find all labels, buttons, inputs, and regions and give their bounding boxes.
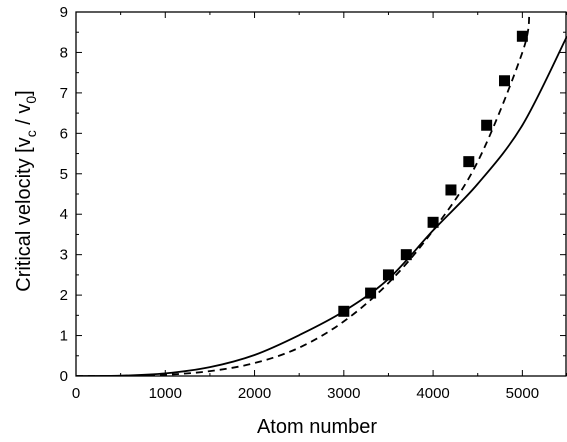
x-axis: 0 1000 2000 3000 4000 5000 — [72, 12, 567, 402]
y-axis-title-prefix: Critical velocity [v — [13, 137, 35, 291]
plot-border — [75, 11, 567, 377]
y-tick-label: 3 — [60, 247, 68, 264]
y-tick-label: 2 — [60, 287, 68, 304]
data-point — [400, 249, 412, 261]
plot-area — [76, 12, 567, 376]
data-point — [382, 269, 394, 281]
data-point — [481, 119, 493, 131]
x-tick-label: 5000 — [506, 385, 539, 402]
y-axis-title: Critical velocity [vc / v0] — [13, 90, 39, 292]
plot-frame — [75, 11, 567, 377]
data-point — [427, 216, 439, 228]
y-axis-title-middle: / v — [13, 104, 35, 131]
y-tick-label: 1 — [60, 328, 68, 345]
y-tick-label: 9 — [60, 4, 68, 21]
data-point — [499, 75, 511, 87]
y-tick-label: 5 — [60, 166, 68, 183]
data-point — [445, 184, 457, 196]
solid-fit-line — [76, 35, 567, 376]
data-point — [463, 156, 475, 168]
y-tick-label: 4 — [60, 206, 68, 223]
y-tick-label: 0 — [60, 368, 68, 385]
y-axis-title-suffix: ] — [13, 90, 35, 96]
x-tick-label: 4000 — [416, 385, 449, 402]
y-axis-title-sub1: c — [23, 130, 39, 137]
x-tick-label: 1000 — [149, 385, 182, 402]
y-tick-label: 6 — [60, 125, 68, 142]
data-point — [516, 30, 528, 42]
y-axis-title-sub2: 0 — [23, 96, 39, 104]
y-tick-label: 7 — [60, 85, 68, 102]
x-tick-label: 2000 — [238, 385, 271, 402]
x-tick-label: 3000 — [327, 385, 360, 402]
y-tick-label: 8 — [60, 44, 68, 61]
dashed-fit-line — [76, 12, 531, 376]
x-tick-label: 0 — [72, 385, 80, 402]
x-axis-title: Atom number — [257, 416, 377, 438]
